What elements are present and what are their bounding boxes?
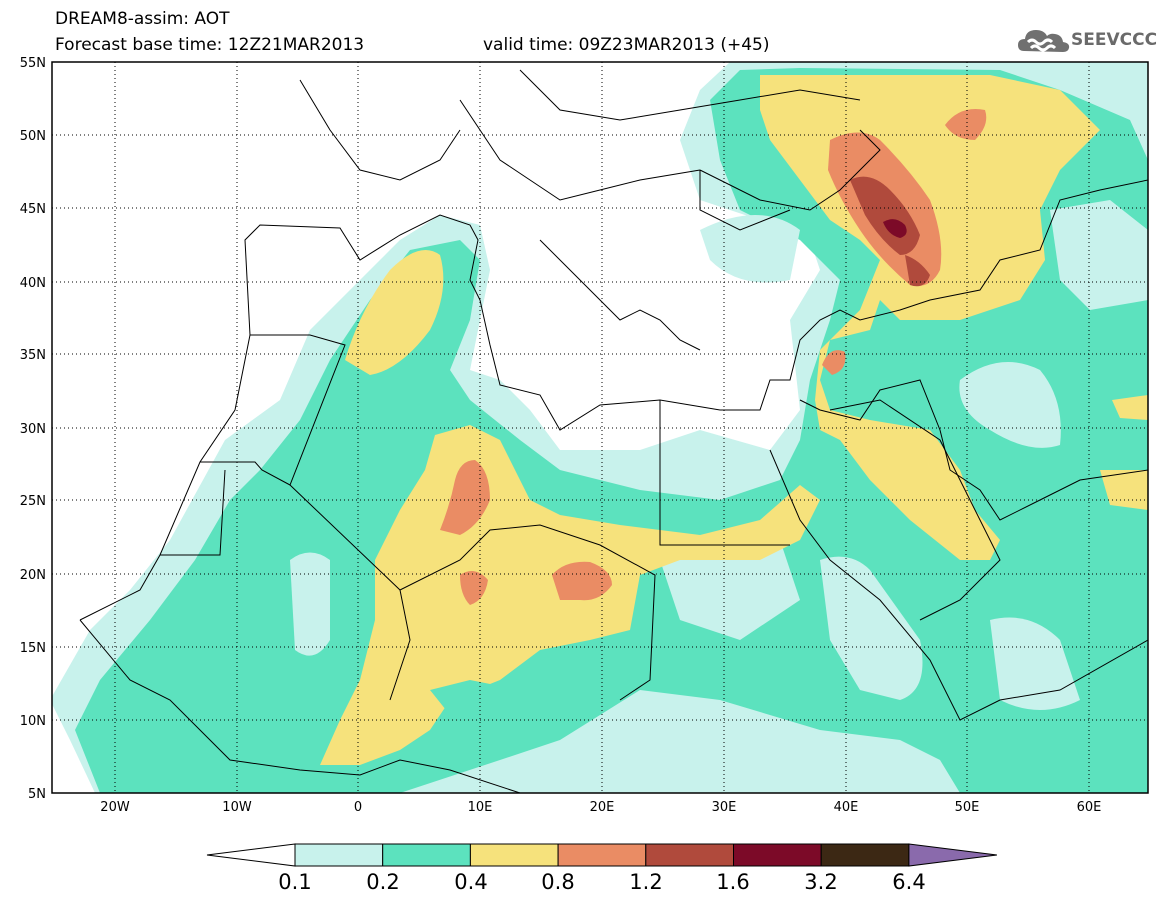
product-title: DREAM8-assim: AOT (55, 9, 230, 29)
lat-tick-label: 10N (20, 714, 46, 729)
colorbar (206, 843, 997, 867)
lon-tick-label: 30E (712, 800, 737, 815)
lat-tick-label: 50N (20, 129, 46, 144)
lon-tick-label: 20W (100, 800, 130, 815)
colorbar-label: 1.6 (716, 870, 750, 894)
lat-tick-label: 55N (20, 56, 46, 71)
colorbar-label: 0.2 (366, 870, 400, 894)
logo-text: SEEVCCC (1071, 30, 1158, 50)
colorbar-swatch (294, 843, 384, 867)
lat-tick-label: 30N (20, 422, 46, 437)
colorbar-label: 3.2 (804, 870, 838, 894)
map-frame (51, 61, 1149, 794)
colorbar-label: 1.2 (629, 870, 663, 894)
colorbar-under-triangle (206, 843, 296, 867)
lat-tick-label: 15N (20, 641, 46, 656)
colorbar-swatch (557, 843, 647, 867)
lat-tick-label: 25N (20, 494, 46, 509)
coastlines (79, 69, 1148, 793)
lon-tick-labels: 20W 10W 0 10E 20E 30E 40E 50E 60E (100, 800, 1101, 815)
lon-tick-label: 50E (955, 800, 980, 815)
lon-tick-label: 60E (1077, 800, 1102, 815)
colorbar-swatch (469, 843, 559, 867)
colorbar-over-triangle (908, 843, 997, 867)
valid-time: valid time: 09Z23MAR2013 (+45) (483, 35, 770, 55)
seevccc-logo: SEEVCCC (1018, 25, 1158, 55)
lat-tick-label: 35N (20, 348, 46, 363)
colorbar-label: 6.4 (892, 870, 926, 894)
lon-tick-label: 20E (590, 800, 615, 815)
aot-band-1.6 (883, 219, 907, 238)
cloud-icon (1018, 30, 1070, 52)
lon-tick-label: 0 (354, 800, 362, 815)
lon-tick-label: 10E (468, 800, 493, 815)
lat-tick-label: 40N (20, 276, 46, 291)
lon-tick-label: 40E (834, 800, 859, 815)
aot-band-0.1-patches (290, 200, 1148, 710)
lon-tick-label: 10W (222, 800, 252, 815)
lat-tick-label: 45N (20, 202, 46, 217)
colorbar-swatch (733, 843, 822, 867)
lat-tick-label: 5N (28, 787, 46, 802)
colorbar-label: 0.1 (278, 870, 312, 894)
forecast-base-time: Forecast base time: 12Z21MAR2013 (55, 35, 365, 55)
colorbar-swatch (382, 843, 471, 867)
lat-tick-label: 20N (20, 568, 46, 583)
colorbar-swatch (645, 843, 734, 867)
colorbar-label: 0.4 (454, 870, 488, 894)
colorbar-swatch (820, 843, 910, 867)
aot-field (52, 62, 1148, 793)
colorbar-label: 0.8 (541, 870, 575, 894)
lat-tick-labels: 55N 50N 45N 40N 35N 30N 25N 20N 15N 10N … (20, 56, 46, 802)
graticule (52, 62, 1148, 793)
